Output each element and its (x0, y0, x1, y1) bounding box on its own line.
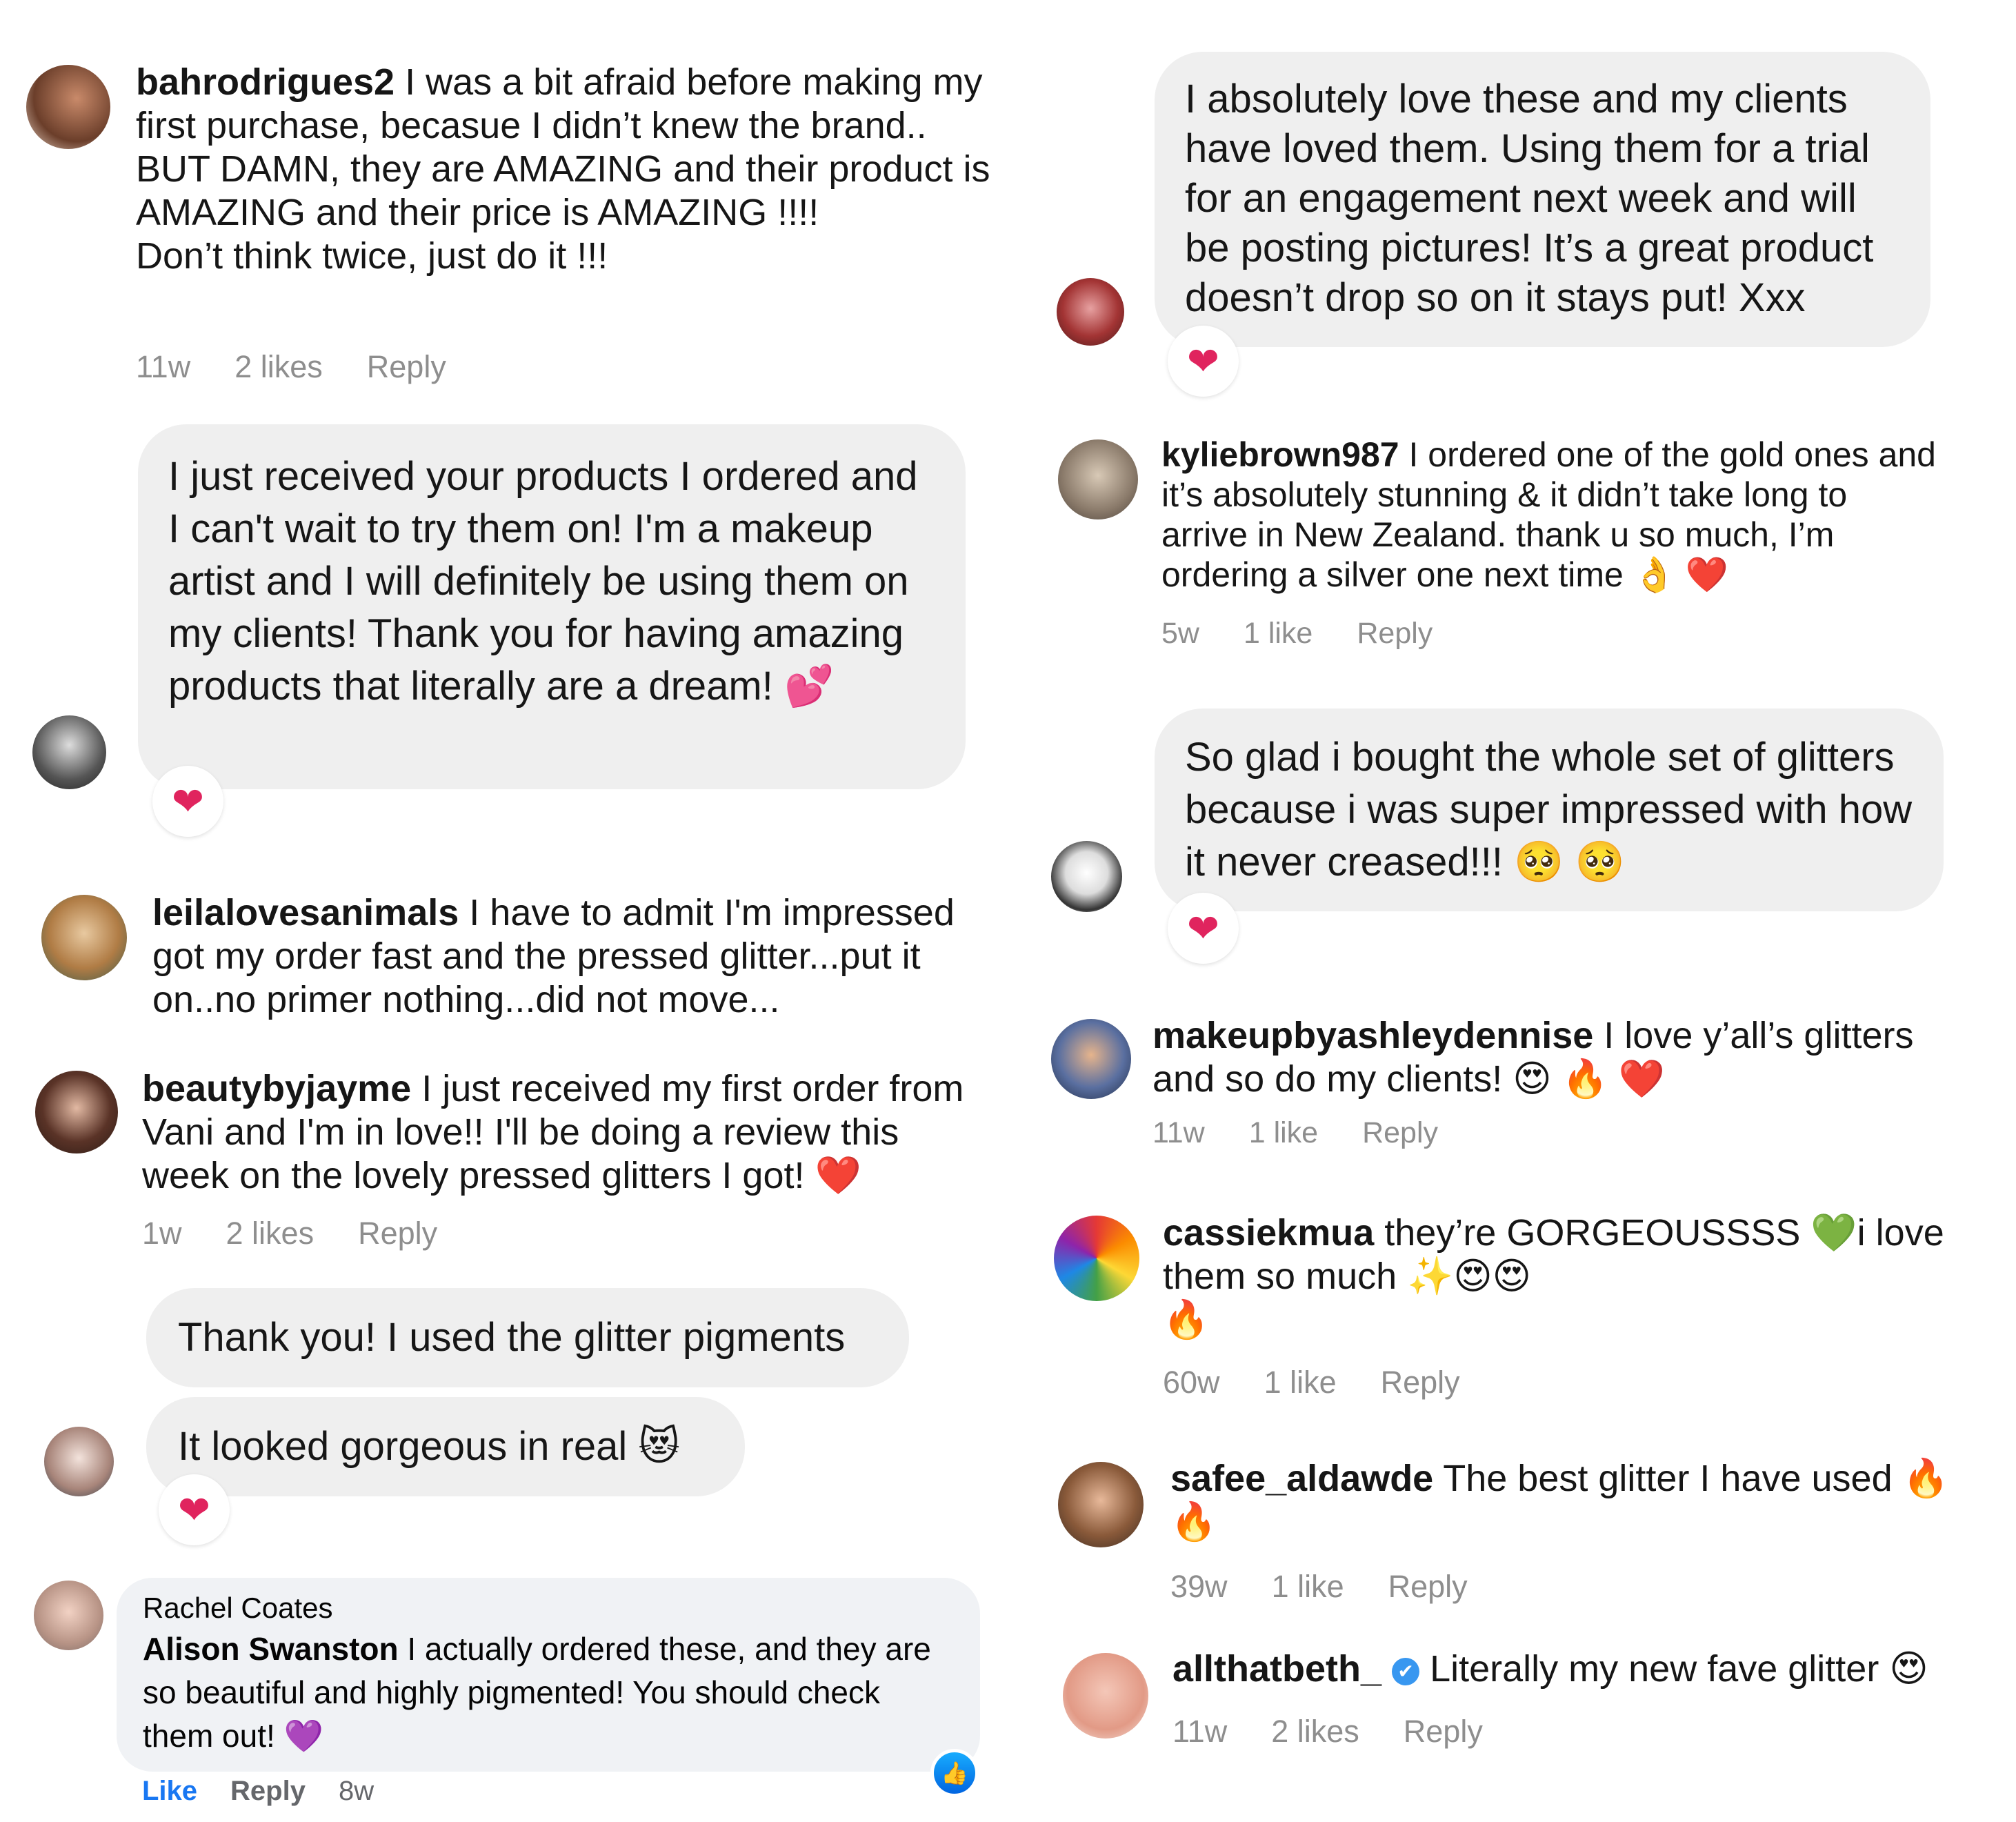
timestamp: 11w (136, 349, 191, 384)
username[interactable]: beautybyjayme (142, 1068, 412, 1109)
message-text: Thank you! I used the glitter pigments (178, 1315, 846, 1360)
comment: kyliebrown987 I ordered one of the gold … (1161, 435, 1941, 595)
timestamp: 5w (1161, 617, 1199, 650)
heart-reaction-icon[interactable]: ❤ (1168, 326, 1239, 397)
message-bubble: I absolutely love these and my clients h… (1155, 52, 1930, 347)
comment: safee_aldawde The best glitter I have us… (1170, 1457, 1998, 1544)
mention[interactable]: Alison Swanston (143, 1631, 399, 1667)
message-text: So glad i bought the whole set of glitte… (1185, 735, 1913, 884)
comment-text: they’re GORGEOUSSSS 💚i love them so much… (1163, 1212, 1944, 1297)
comment: beautybyjayme I just received my first o… (142, 1067, 990, 1198)
reply-button[interactable]: Reply (1380, 1365, 1460, 1400)
comment-meta: 1w 2 likes Reply (142, 1216, 437, 1251)
timestamp: 11w (1172, 1714, 1228, 1749)
heart-reaction-icon[interactable]: ❤ (1168, 893, 1239, 964)
comment: cassiekmua they’re GORGEOUSSSS 💚i love t… (1163, 1211, 1963, 1342)
comment-meta: 11w 2 likes Reply (136, 349, 446, 385)
comment-meta: 60w 1 like Reply (1163, 1365, 1460, 1400)
timestamp: 11w (1152, 1116, 1205, 1149)
comment-text: Literally my new fave glitter 😍 (1430, 1648, 1928, 1690)
reply-button[interactable]: Reply (1357, 617, 1433, 650)
message-text: I just received your products I ordered … (168, 454, 918, 709)
comment-meta: 11w 1 like Reply (1152, 1116, 1438, 1150)
timestamp: 1w (142, 1216, 182, 1251)
comment: makeupbyashleydennise I love y’all’s gli… (1152, 1014, 1953, 1101)
username[interactable]: makeupbyashleydennise (1152, 1015, 1594, 1056)
likes-count[interactable]: 2 likes (1271, 1714, 1359, 1749)
comment-meta: 39w 1 like Reply (1170, 1569, 1468, 1605)
avatar[interactable] (32, 715, 106, 789)
avatar[interactable] (1063, 1653, 1148, 1739)
timestamp: 8w (338, 1776, 375, 1806)
comment: bahrodrigues2 I was a bit afraid before … (136, 61, 991, 278)
username[interactable]: kyliebrown987 (1161, 435, 1399, 474)
avatar[interactable] (1051, 1019, 1131, 1099)
comment-text: I ordered one of the gold ones and it’s … (1161, 435, 1936, 594)
verified-badge-icon: ✔ (1392, 1657, 1420, 1685)
avatar[interactable] (1051, 841, 1122, 912)
facebook-comment-bubble: Rachel Coates Alison Swanston I actually… (117, 1578, 980, 1772)
comment-text: I actually ordered these, and they are s… (143, 1631, 931, 1754)
message-text: It looked gorgeous in real 😻 (178, 1424, 680, 1469)
likes-count[interactable]: 1 like (1243, 617, 1313, 650)
comment-meta: 5w 1 like Reply (1161, 617, 1433, 651)
comment: allthatbeth_ ✔ Literally my new fave gli… (1172, 1647, 2000, 1691)
message-bubble: It looked gorgeous in real 😻 (146, 1397, 745, 1496)
heart-reaction-icon[interactable]: ❤ (152, 766, 223, 837)
avatar[interactable] (41, 895, 127, 980)
message-text: I absolutely love these and my clients h… (1185, 77, 1874, 320)
avatar[interactable] (1058, 1462, 1144, 1547)
avatar[interactable] (1058, 439, 1138, 519)
avatar[interactable] (1057, 278, 1124, 346)
comment-text: Don’t think twice, just do it !!! (136, 235, 608, 277)
username[interactable]: cassiekmua (1163, 1212, 1375, 1254)
comment-text: 🔥 (1163, 1299, 1210, 1340)
likes-count[interactable]: 1 like (1248, 1116, 1319, 1149)
comment-text: I love y’all’s glitters and so do my cli… (1152, 1015, 1914, 1100)
comment-text: The best glitter I have used 🔥 🔥 (1170, 1458, 1949, 1543)
like-button[interactable]: Like (142, 1776, 198, 1806)
likes-count[interactable]: 1 like (1271, 1569, 1344, 1604)
avatar[interactable] (44, 1427, 114, 1496)
commenter-name[interactable]: Rachel Coates (143, 1592, 333, 1624)
timestamp: 60w (1163, 1365, 1220, 1400)
comment-text: I have to admit I'm impressed got my ord… (152, 892, 955, 1020)
message-bubble: So glad i bought the whole set of glitte… (1155, 709, 1944, 911)
comment-actions: Like Reply 8w (142, 1776, 374, 1807)
username[interactable]: safee_aldawde (1170, 1458, 1434, 1499)
comment-text: I just received my first order from Vani… (142, 1068, 964, 1196)
username[interactable]: bahrodrigues2 (136, 61, 395, 103)
heart-reaction-icon[interactable]: ❤ (159, 1474, 230, 1545)
reply-button[interactable]: Reply (358, 1216, 438, 1251)
comment-meta: 11w 2 likes Reply (1172, 1714, 1483, 1750)
reply-button[interactable]: Reply (230, 1776, 306, 1806)
timestamp: 39w (1170, 1569, 1228, 1604)
avatar[interactable] (1054, 1216, 1139, 1301)
likes-count[interactable]: 2 likes (234, 349, 323, 384)
like-reaction-icon[interactable]: 👍 (930, 1749, 979, 1797)
reply-button[interactable]: Reply (1403, 1714, 1483, 1749)
reply-button[interactable]: Reply (1362, 1116, 1439, 1149)
likes-count[interactable]: 1 like (1264, 1365, 1337, 1400)
comment: leilalovesanimals I have to admit I'm im… (152, 891, 1001, 1022)
avatar[interactable] (26, 65, 110, 149)
username[interactable]: leilalovesanimals (152, 892, 459, 933)
message-bubble: I just received your products I ordered … (138, 424, 966, 789)
comment-text: I was a bit afraid before making my firs… (136, 61, 990, 233)
username[interactable]: allthatbeth_ (1172, 1648, 1382, 1690)
likes-count[interactable]: 2 likes (226, 1216, 315, 1251)
reply-button[interactable]: Reply (1388, 1569, 1468, 1604)
reply-button[interactable]: Reply (366, 349, 446, 384)
avatar[interactable] (34, 1581, 103, 1650)
avatar[interactable] (35, 1071, 118, 1153)
message-bubble: Thank you! I used the glitter pigments (146, 1288, 909, 1387)
